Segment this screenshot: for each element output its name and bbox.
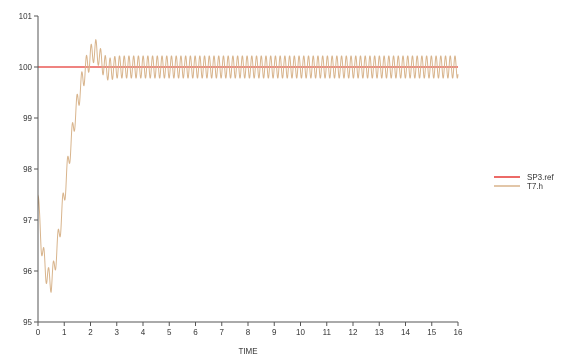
x-tick-label: 11 bbox=[323, 328, 332, 337]
x-axis-label: TIME bbox=[238, 347, 257, 356]
y-ticks: 95 96 97 98 99 100 101 bbox=[19, 12, 38, 327]
x-tick-label: 7 bbox=[220, 328, 225, 337]
y-tick-label: 100 bbox=[19, 63, 33, 72]
series-layer bbox=[37, 39, 459, 293]
y-tick-label: 99 bbox=[23, 114, 32, 123]
x-tick-label: 16 bbox=[454, 328, 463, 337]
x-tick-label: 3 bbox=[115, 328, 120, 337]
x-tick-label: 15 bbox=[427, 328, 436, 337]
x-tick-label: 6 bbox=[193, 328, 198, 337]
y-tick-label: 96 bbox=[23, 267, 32, 276]
x-tick-label: 12 bbox=[349, 328, 358, 337]
series-line-t7-h bbox=[37, 39, 459, 293]
y-tick-label: 97 bbox=[23, 216, 32, 225]
legend-label: SP3.ref bbox=[527, 173, 554, 182]
x-ticks: 0 1 2 3 4 5 6 7 8 9 10 11 12 13 14 15 16 bbox=[36, 322, 463, 337]
y-tick-label: 98 bbox=[23, 165, 32, 174]
x-tick-label: 14 bbox=[401, 328, 410, 337]
x-tick-label: 10 bbox=[296, 328, 305, 337]
x-tick-label: 13 bbox=[375, 328, 384, 337]
x-tick-label: 2 bbox=[88, 328, 93, 337]
y-tick-label: 101 bbox=[19, 12, 33, 21]
legend-label: T7.h bbox=[527, 182, 543, 191]
x-tick-label: 8 bbox=[246, 328, 251, 337]
x-tick-label: 1 bbox=[62, 328, 67, 337]
x-tick-label: 4 bbox=[141, 328, 146, 337]
x-tick-label: 5 bbox=[167, 328, 172, 337]
x-tick-label: 0 bbox=[36, 328, 41, 337]
y-tick-label: 95 bbox=[23, 318, 32, 327]
x-tick-label: 9 bbox=[272, 328, 277, 337]
